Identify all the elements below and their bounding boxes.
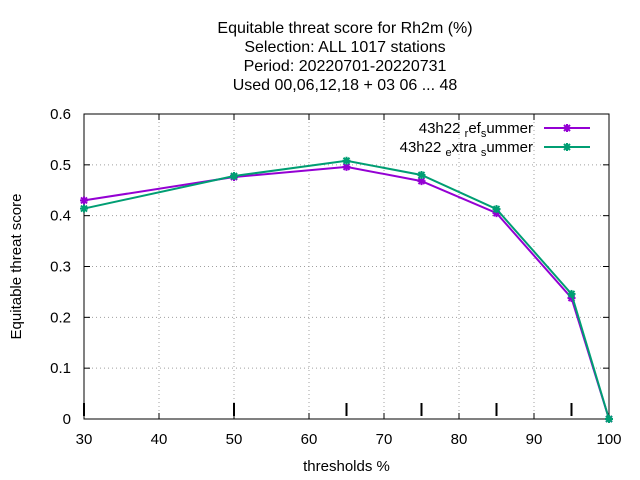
legend-label: 43h22 extra summer: [400, 139, 533, 159]
marker-d2: [605, 415, 613, 423]
data-point: [80, 204, 88, 213]
y-tick-label: 0.2: [50, 309, 71, 326]
x-tick-label: 30: [76, 431, 93, 448]
x-tick-label: 90: [526, 431, 543, 448]
axes: 30 40 50 60 70 80 90 100 0 0.1 0.2 0.3 0.4 0.5 0.6: [50, 106, 621, 448]
data-point: [417, 171, 426, 179]
y-axis-label: Equitable threat score: [8, 194, 25, 340]
x-tick-label: 50: [226, 431, 243, 448]
legend-marker: [563, 143, 571, 151]
grid: [84, 114, 609, 419]
marker-d2: [492, 205, 501, 213]
marker-d2: [567, 290, 576, 298]
legend-label: 43h22 refsummer: [419, 120, 533, 140]
title-line: Selection: ALL 1017 stations: [244, 39, 445, 56]
marker-d2: [230, 172, 238, 180]
marker-d2: [80, 196, 88, 205]
y-tick-label: 0.4: [50, 208, 71, 225]
marker-d2: [563, 143, 571, 151]
title-line: Period: 20220701-20220731: [244, 58, 447, 75]
x-tick-label: 80: [451, 431, 468, 448]
marker-d2: [80, 204, 88, 213]
data-point: [342, 162, 351, 171]
x-tick-label: 60: [301, 431, 318, 448]
marker-d2: [342, 163, 351, 171]
title-line: Equitable threat score for Rh2m (%): [217, 20, 472, 37]
marker-d2: [417, 171, 426, 179]
x-tick-label: 70: [376, 431, 393, 448]
series-line-2: [83, 159, 610, 420]
series: [80, 156, 613, 423]
marker-d2: [417, 177, 426, 185]
marker-d2: [563, 124, 571, 132]
chart-title: Equitable threat score for Rh2m (%) Selec…: [217, 20, 472, 94]
legend-marker: [563, 124, 571, 132]
data-point: [342, 156, 351, 165]
x-axis-label: thresholds %: [303, 458, 390, 475]
title-line: Used 00,06,12,18 + 03 06 ... 48: [233, 77, 458, 94]
marker-d2: [342, 157, 351, 165]
y-tick-label: 0.5: [50, 157, 71, 174]
data-point: [605, 415, 613, 423]
series-line-1: [83, 165, 610, 420]
x-tick-label: 100: [596, 431, 621, 448]
data-point: [230, 172, 238, 181]
x-tick-label: 40: [151, 431, 168, 448]
data-point: [80, 196, 88, 205]
y-tick-label: 0.6: [50, 106, 71, 123]
y-tick-label: 0.3: [50, 259, 71, 276]
y-tick-label: 0.1: [50, 360, 71, 377]
data-point: [492, 205, 501, 214]
y-tick-label: 0: [63, 411, 71, 428]
data-point: [567, 289, 576, 298]
